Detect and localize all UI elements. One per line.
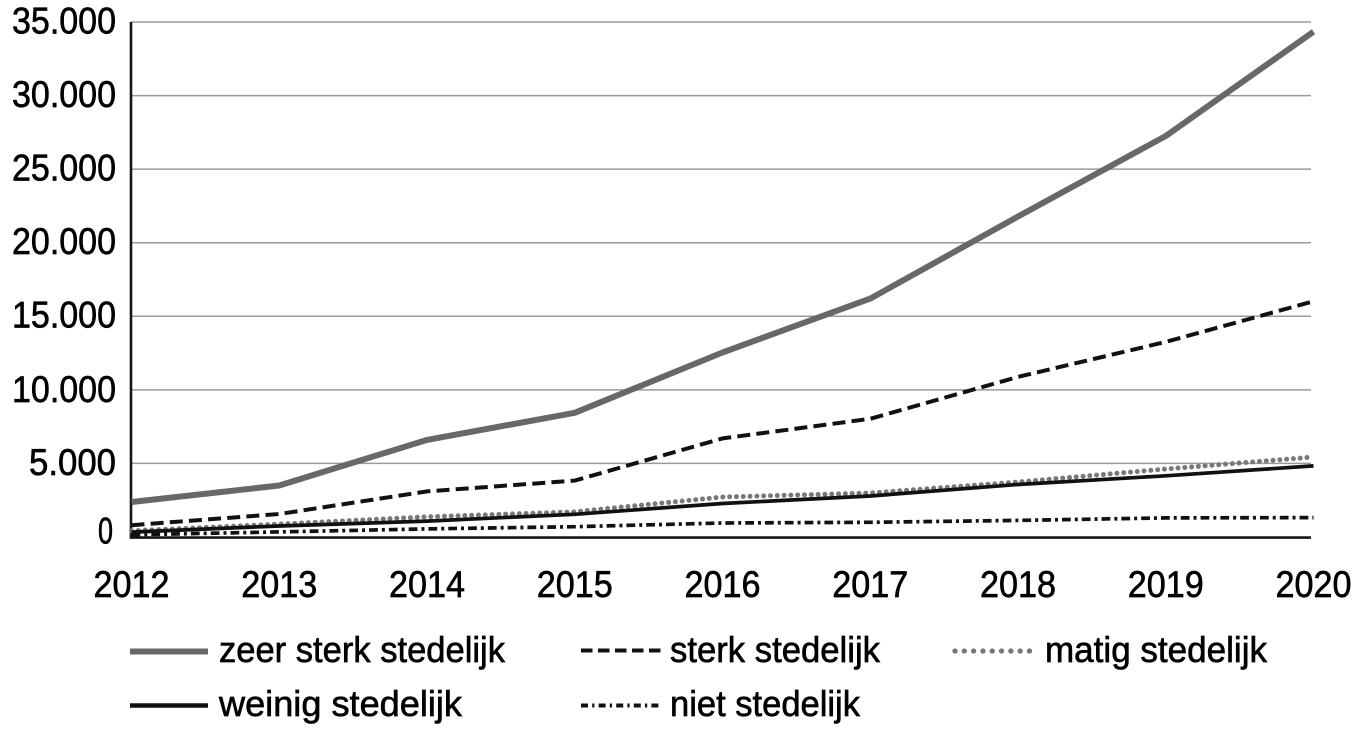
svg-text:30.000: 30.000 [12, 74, 116, 115]
svg-text:2018: 2018 [980, 564, 1056, 605]
svg-text:2017: 2017 [832, 564, 908, 605]
svg-text:niet stedelijk: niet stedelijk [670, 683, 861, 724]
svg-text:2019: 2019 [1128, 564, 1204, 605]
svg-text:35.000: 35.000 [12, 1, 116, 42]
svg-text:matig stedelijk: matig stedelijk [1045, 629, 1268, 670]
svg-text:2016: 2016 [685, 564, 761, 605]
svg-text:2014: 2014 [389, 564, 465, 605]
svg-text:2015: 2015 [537, 564, 613, 605]
svg-text:25.000: 25.000 [12, 148, 116, 189]
svg-text:sterk stedelijk: sterk stedelijk [670, 629, 881, 670]
svg-text:15.000: 15.000 [12, 295, 116, 336]
svg-text:weinig stedelijk: weinig stedelijk [218, 683, 463, 724]
svg-text:2013: 2013 [241, 564, 317, 605]
svg-text:20.000: 20.000 [12, 221, 116, 262]
svg-text:0: 0 [98, 511, 113, 552]
svg-text:zeer sterk stedelijk: zeer sterk stedelijk [219, 629, 506, 670]
svg-text:10.000: 10.000 [12, 369, 116, 410]
svg-text:5.000: 5.000 [29, 442, 116, 483]
svg-text:2020: 2020 [1276, 564, 1352, 605]
svg-text:2012: 2012 [94, 564, 170, 605]
